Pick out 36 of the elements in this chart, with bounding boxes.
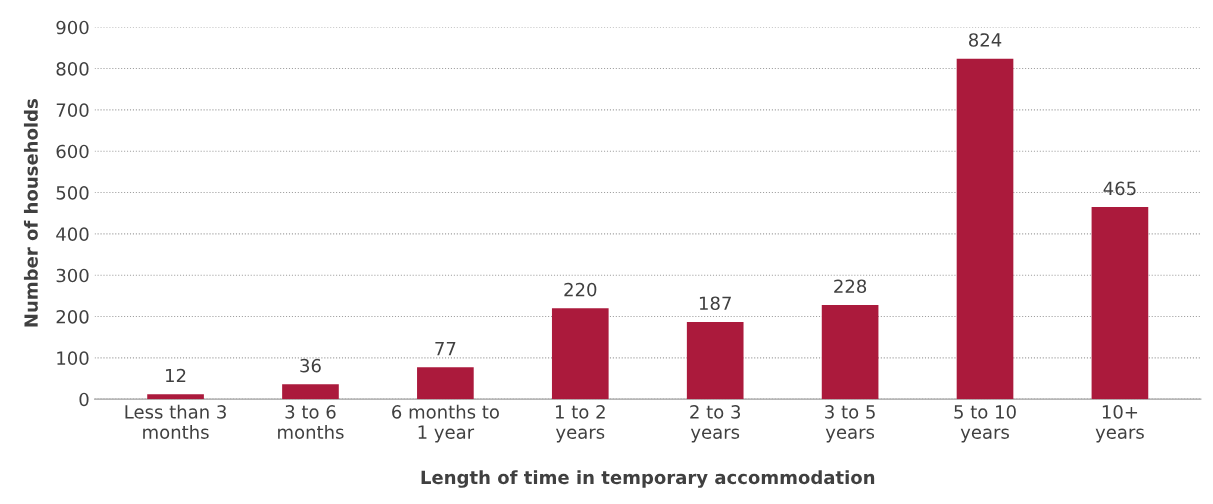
x-tick-label: 2 to 3 years [690,405,741,443]
bar [821,304,879,400]
y-tick-label: 300 [56,268,89,283]
y-tick-label: 900 [56,20,89,35]
x-tick-label: 5 to 10 years [954,405,1016,443]
y-axis-title: Number of households [23,99,38,327]
x-axis-title: Length of time in temporary accommodation [421,470,875,488]
bar [417,367,474,400]
data-label: 228 [834,279,867,294]
y-tick-label: 200 [56,309,89,324]
x-tick-label: 10+ years [1095,405,1144,443]
y-tick-label: 600 [56,144,89,159]
x-tick-label: 3 to 5 years [825,405,875,443]
bar [147,394,204,400]
x-tick-label: Less than 3 months [125,404,226,439]
data-label: 220 [564,282,597,297]
data-label: 36 [300,358,321,373]
bar [551,308,609,400]
y-tick-label: 0 [79,392,89,407]
bar [956,58,1014,400]
bar [686,321,744,400]
x-tick-label: 1 to 2 years [555,405,605,443]
y-tick-label: 500 [56,185,89,200]
data-label: 824 [969,33,1002,47]
x-tick-label: 6 months to 1 year [392,404,499,443]
y-tick-label: 700 [56,103,89,117]
bar [282,384,339,400]
x-tick-label: 3 to 6 months [278,405,344,439]
y-tick-label: 400 [56,227,89,241]
data-label: 12 [166,368,186,383]
data-label: 77 [435,342,456,356]
data-label: 465 [1103,181,1136,196]
y-tick-label: 800 [56,62,89,76]
data-label: 187 [699,296,731,311]
y-tick-label: 100 [57,351,89,365]
bar [1091,206,1149,400]
